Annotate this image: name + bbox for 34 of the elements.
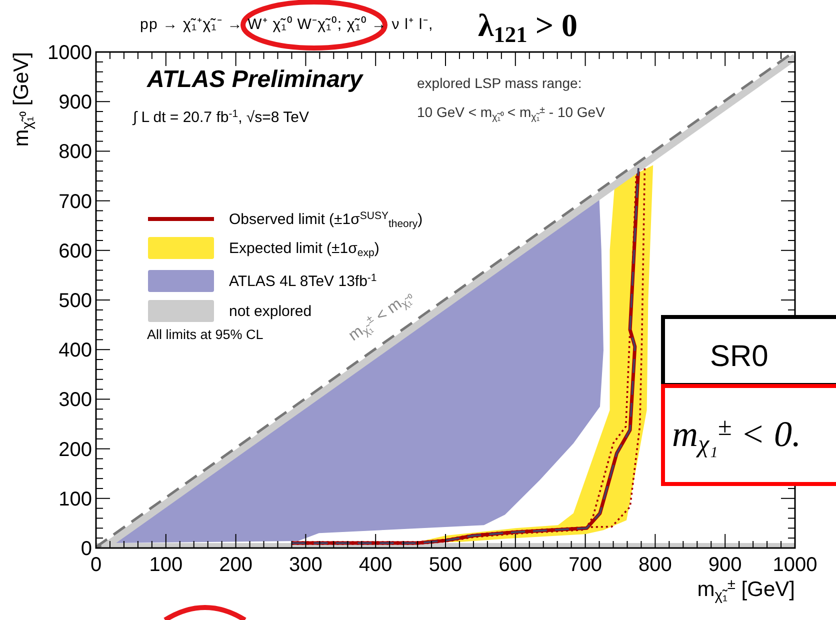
x-tick-label: 1000	[772, 554, 818, 576]
y-tick-label: 900	[58, 92, 92, 114]
annotation: m$_{χ₁}$$^{±}$ < 0.	[672, 414, 801, 458]
y-tick-label: 0	[80, 538, 92, 560]
y-tick-label: 700	[58, 190, 92, 213]
x-tick-label: 300	[289, 554, 322, 576]
y-tick-label: 500	[58, 290, 92, 312]
legend-label: not explored	[229, 303, 312, 320]
x-tick-label: 100	[149, 554, 183, 576]
annotation: 10 GeV < m$_{χ̃₁⁰}$ < m$_{χ̃₁}$$^{±}$ - 10 GeV	[417, 104, 606, 122]
x-tick-label: 200	[219, 554, 252, 576]
annotation: All limits at 95% CL	[147, 327, 264, 342]
annotation: ∫ L dt = 20.7 fb$^{-1}$, √s=8 TeV	[132, 108, 309, 126]
annotation: ATLAS Preliminary	[146, 66, 364, 93]
x-tick-label: 400	[358, 554, 392, 576]
x-tick-label: 900	[708, 554, 742, 576]
x-axis-title: m$_{χ̃₁}$$^{±}$ [GeV]	[697, 577, 795, 604]
x-tick-label: 500	[428, 554, 462, 576]
x-tick-label: 700	[568, 554, 602, 576]
y-tick-label: 100	[58, 488, 92, 510]
y-tick-label: 1000	[48, 42, 92, 64]
y-tick-label: 400	[58, 340, 92, 362]
legend-label: Observed limit (±1σ$^{SUSY}$$_{theory}$)	[229, 210, 423, 230]
y-tick-label: 200	[58, 438, 92, 461]
y-tick-label: 600	[58, 240, 92, 262]
annotation: SR0	[710, 340, 768, 373]
x-tick-label: 800	[638, 554, 672, 576]
chart-subtitle: λ$_{121}$ > 0	[478, 7, 578, 46]
y-tick-label: 300	[58, 389, 92, 412]
x-tick-label: 600	[498, 554, 532, 576]
annotation: explored LSP mass range:	[417, 75, 582, 91]
legend-label: ATLAS 4L 8TeV 13fb$^{-1}$	[229, 272, 377, 290]
y-tick-label: 800	[58, 141, 92, 164]
legend-label: Expected limit (±1σ$_{exp}$)	[229, 240, 380, 259]
